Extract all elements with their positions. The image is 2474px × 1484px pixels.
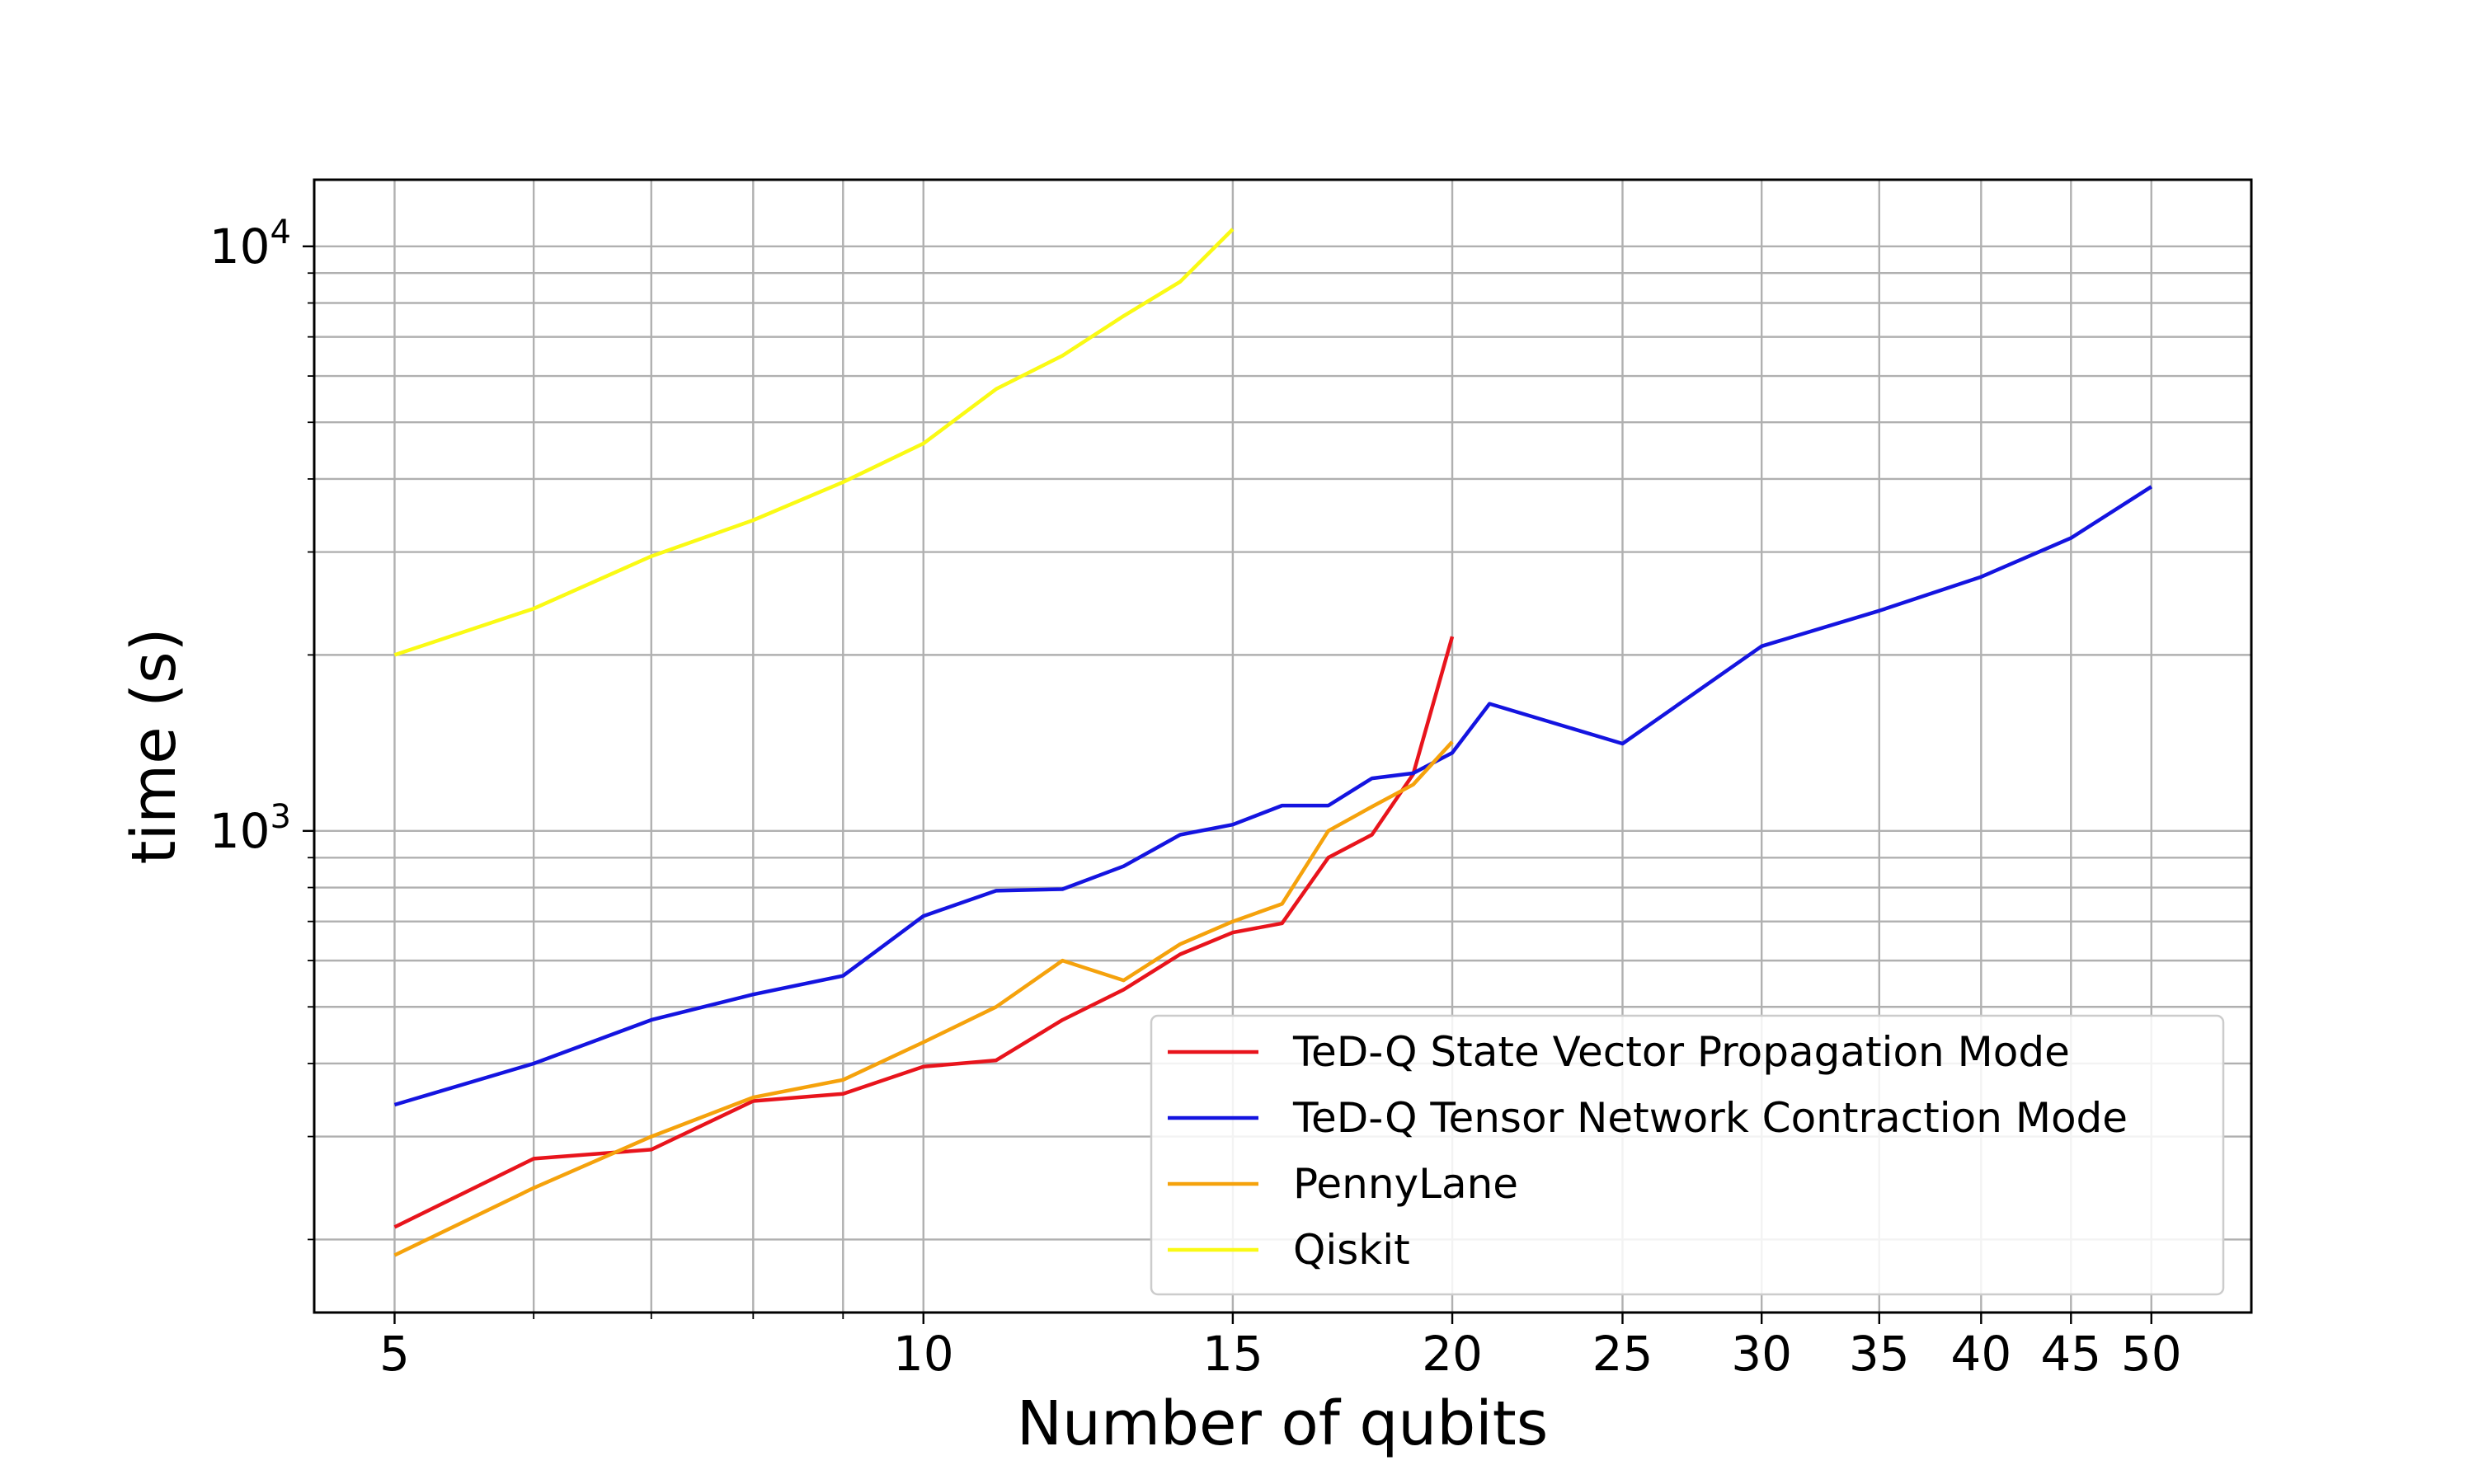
ticks <box>303 245 2152 1324</box>
legend-label: TeD-Q State Vector Propagation Mode <box>1292 1028 2070 1076</box>
x-tick-label: 25 <box>1592 1326 1653 1382</box>
series-line-3 <box>393 740 1454 1257</box>
x-tick-label: 35 <box>1849 1326 1910 1382</box>
legend-box <box>1150 1014 2225 1296</box>
series-lines <box>393 228 2153 1257</box>
series-line-1 <box>393 636 1455 1229</box>
y-axis-label: time (s) <box>119 627 190 864</box>
legend: TeD-Q State Vector Propagation Mode TeD-Q… <box>1150 1014 2225 1296</box>
x-tick-label: 40 <box>1950 1326 2011 1382</box>
x-tick-label: 15 <box>1202 1326 1263 1382</box>
series-line-2 <box>393 485 2153 1107</box>
series-line-4 <box>393 228 1235 657</box>
y-tick-labels: 103 104 <box>209 214 291 859</box>
x-tick-label: 45 <box>2040 1326 2101 1382</box>
x-tick-label: 5 <box>379 1326 410 1382</box>
legend-label: PennyLane <box>1293 1160 1518 1208</box>
x-tick-label: 10 <box>893 1326 954 1382</box>
x-tick-label: 50 <box>2121 1326 2182 1382</box>
y-tick-label: 104 <box>209 214 291 275</box>
plot-frame <box>313 178 2253 1314</box>
legend-label: TeD-Q Tensor Network Contraction Mode <box>1292 1094 2128 1142</box>
x-axis-label: Number of qubits <box>1017 1388 1549 1459</box>
x-tick-label: 20 <box>1422 1326 1483 1382</box>
legend-label: Qiskit <box>1293 1226 1410 1274</box>
y-tick-label: 103 <box>209 798 291 859</box>
x-tick-labels: 5 10 15 20 25 30 35 40 45 50 <box>379 1326 2182 1382</box>
x-tick-label: 30 <box>1731 1326 1792 1382</box>
